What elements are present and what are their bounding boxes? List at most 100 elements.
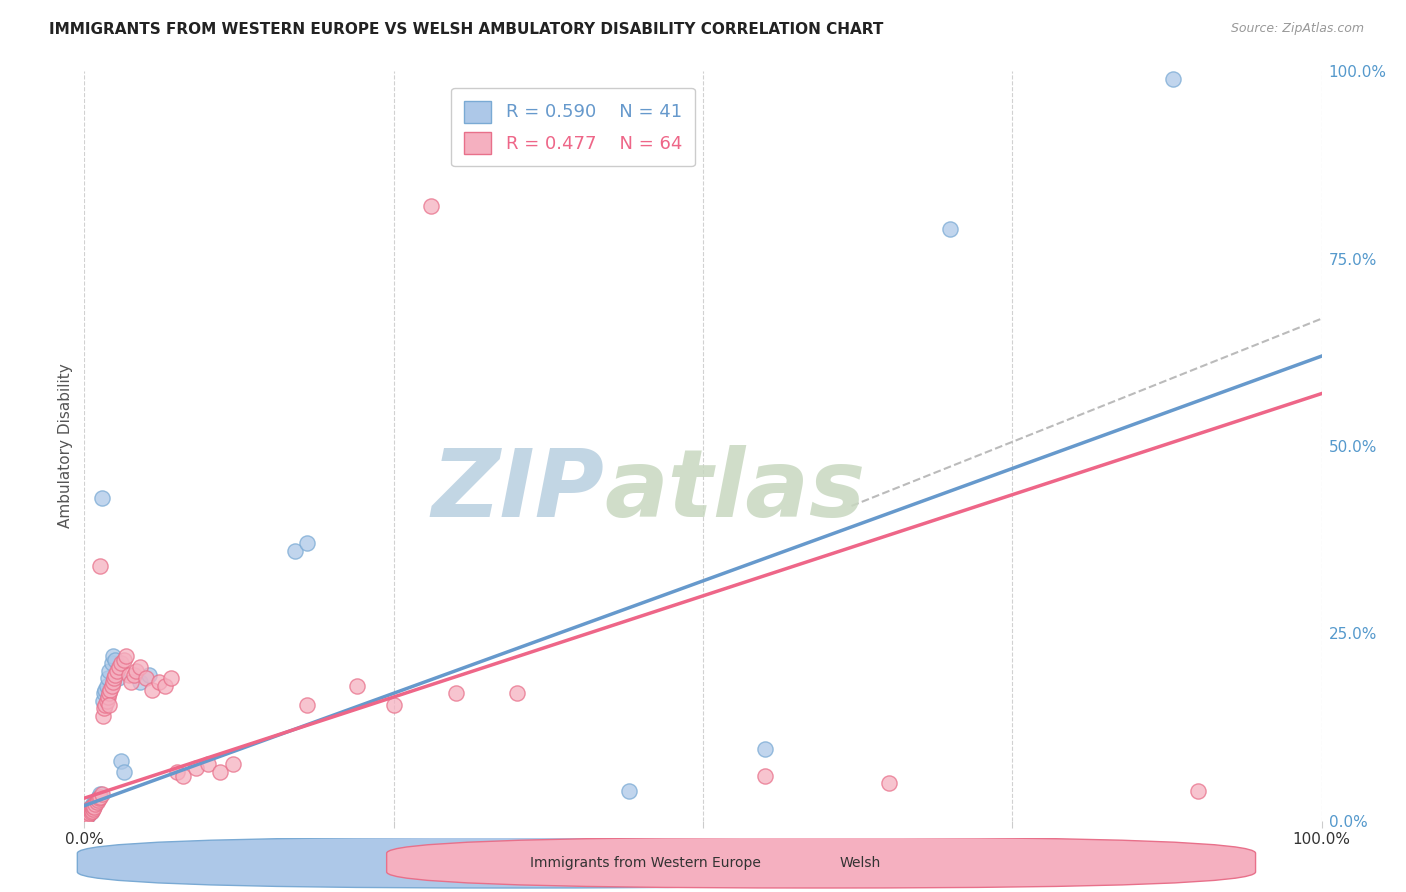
Point — [76, 808, 98, 822]
Point — [110, 657, 132, 671]
Point — [76, 809, 98, 823]
Point — [89, 789, 111, 804]
Point — [82, 800, 104, 814]
Point — [90, 491, 112, 506]
Point — [75, 810, 97, 824]
Point — [96, 679, 118, 693]
Point — [77, 805, 100, 819]
Point — [82, 802, 104, 816]
Point — [86, 792, 108, 806]
Point — [172, 769, 194, 783]
Point — [82, 797, 104, 812]
Point — [97, 690, 120, 704]
Point — [184, 761, 207, 775]
Point — [89, 789, 111, 804]
Point — [101, 675, 124, 690]
Point — [76, 806, 98, 821]
Point — [295, 698, 318, 712]
Point — [754, 742, 776, 756]
Text: ZIP: ZIP — [432, 445, 605, 537]
Point — [87, 791, 110, 805]
Point — [617, 783, 640, 797]
Point — [94, 698, 117, 712]
Point — [98, 686, 121, 700]
Point — [382, 698, 405, 712]
Point — [94, 682, 117, 697]
Point — [79, 806, 101, 821]
Point — [295, 536, 318, 550]
Point — [96, 694, 118, 708]
Point — [84, 795, 107, 809]
Point — [118, 667, 141, 681]
Point — [84, 797, 107, 812]
Point — [166, 764, 188, 779]
Point — [97, 671, 120, 685]
Point — [79, 802, 101, 816]
Point — [107, 671, 129, 685]
Point — [104, 667, 127, 681]
Point — [98, 664, 121, 678]
Point — [112, 764, 135, 779]
Point — [122, 667, 145, 681]
Text: IMMIGRANTS FROM WESTERN EUROPE VS WELSH AMBULATORY DISABILITY CORRELATION CHART: IMMIGRANTS FROM WESTERN EUROPE VS WELSH … — [49, 22, 883, 37]
Point — [115, 648, 138, 663]
Point — [153, 679, 176, 693]
Point — [100, 679, 122, 693]
Point — [1161, 71, 1184, 86]
Point — [75, 807, 97, 822]
Point — [79, 805, 101, 819]
Point — [222, 757, 245, 772]
Point — [284, 544, 307, 558]
Point — [138, 667, 160, 681]
Point — [79, 805, 101, 819]
Point — [754, 769, 776, 783]
Point — [108, 660, 131, 674]
Point — [129, 675, 152, 690]
Point — [89, 558, 111, 573]
Point — [83, 798, 105, 813]
Point — [89, 791, 111, 805]
Point — [77, 807, 100, 822]
Point — [75, 807, 97, 822]
Point — [444, 686, 467, 700]
Point — [91, 708, 114, 723]
Legend: R = 0.590    N = 41, R = 0.477    N = 64: R = 0.590 N = 41, R = 0.477 N = 64 — [451, 88, 695, 166]
Point — [80, 804, 103, 818]
Point — [87, 792, 110, 806]
Point — [105, 664, 128, 678]
Point — [346, 679, 368, 693]
Point — [76, 806, 98, 821]
Point — [125, 664, 148, 678]
Point — [79, 800, 101, 814]
Point — [129, 660, 152, 674]
Point — [100, 657, 122, 671]
Point — [90, 788, 112, 802]
Point — [160, 671, 183, 685]
Point — [506, 686, 529, 700]
Point — [93, 701, 115, 715]
Text: Immigrants from Western Europe: Immigrants from Western Europe — [530, 855, 761, 870]
Point — [120, 675, 142, 690]
Point — [104, 652, 127, 666]
Point — [77, 808, 100, 822]
Point — [110, 754, 132, 768]
Point — [80, 798, 103, 813]
Point — [75, 810, 97, 824]
Point — [80, 802, 103, 816]
Point — [79, 806, 101, 821]
Point — [112, 652, 135, 666]
Point — [135, 671, 157, 685]
Point — [77, 805, 100, 819]
Point — [101, 648, 124, 663]
Point — [98, 682, 121, 697]
Point — [103, 671, 125, 685]
Point — [89, 788, 111, 802]
Point — [877, 776, 900, 790]
Point — [82, 798, 104, 813]
Point — [93, 686, 115, 700]
Point — [148, 675, 170, 690]
Point — [83, 800, 105, 814]
Point — [79, 802, 101, 816]
Point — [86, 795, 108, 809]
Point — [209, 764, 232, 779]
